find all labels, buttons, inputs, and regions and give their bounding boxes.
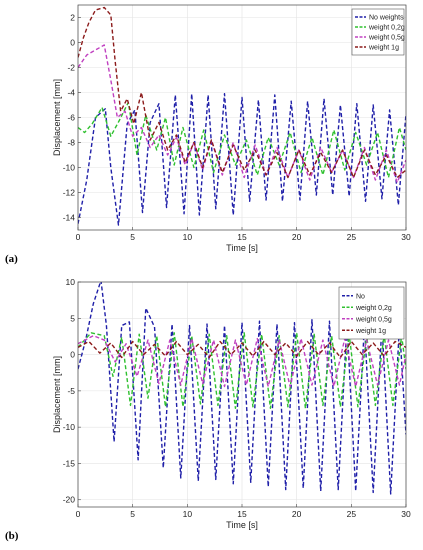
x-tick-label: 25 bbox=[347, 232, 357, 242]
legend-entry: weight 0,2g bbox=[368, 25, 405, 32]
series-line-1 bbox=[78, 282, 406, 495]
x-tick-label: 0 bbox=[76, 509, 81, 519]
y-tick-label: -10 bbox=[63, 422, 76, 432]
series-line-3 bbox=[78, 44, 406, 184]
x-tick-label: 0 bbox=[76, 232, 81, 242]
y-tick-label: -5 bbox=[67, 386, 75, 396]
y-tick-label: -15 bbox=[63, 458, 76, 468]
y-tick-label: 0 bbox=[70, 38, 75, 48]
y-tick-label: -20 bbox=[63, 495, 76, 505]
series-line-4 bbox=[78, 340, 406, 359]
y-tick-label: 0 bbox=[70, 350, 75, 360]
x-tick-label: 25 bbox=[347, 509, 357, 519]
y-tick-label: 10 bbox=[66, 277, 76, 287]
y-axis-label: Displacement [mm] bbox=[52, 79, 62, 156]
series-line-4 bbox=[78, 6, 406, 179]
x-tick-label: 30 bbox=[401, 509, 411, 519]
series-group bbox=[78, 6, 406, 226]
legend-entry: weight 1g bbox=[368, 45, 399, 52]
x-tick-label: 10 bbox=[183, 232, 193, 242]
legend-box bbox=[338, 286, 405, 340]
legend-entry: weight 1g bbox=[355, 328, 386, 335]
y-tick-label: -6 bbox=[67, 113, 75, 123]
legend-entry: weight 0,2g bbox=[355, 305, 392, 312]
legend-entry: weight 0,5g bbox=[368, 35, 405, 42]
legend-entry: No bbox=[356, 293, 365, 300]
x-tick-label: 30 bbox=[401, 232, 411, 242]
series-line-1 bbox=[78, 93, 406, 226]
y-tick-label: -4 bbox=[67, 88, 75, 98]
y-tick-label: -14 bbox=[63, 213, 76, 223]
legend: No weight 0,2g weight 0,5g weight 1g bbox=[338, 286, 405, 340]
x-axis-label: Time [s] bbox=[226, 520, 258, 530]
chart-b: 0 5 10 15 20 25 30 10 5 0 -5 -10 -15 -20 Time [s] Displ… bbox=[5, 277, 411, 542]
x-tick-label: 20 bbox=[292, 509, 302, 519]
y-axis-label: Displacement [mm] bbox=[52, 356, 62, 433]
x-tick-label: 5 bbox=[130, 509, 135, 519]
legend-entry: No weights bbox=[369, 15, 404, 22]
x-tick-label: 10 bbox=[183, 509, 193, 519]
x-axis-label: Time [s] bbox=[226, 243, 258, 253]
x-tick-label: 15 bbox=[237, 232, 247, 242]
y-tick-label: 5 bbox=[70, 313, 75, 323]
panel-label: (a) bbox=[5, 253, 18, 265]
y-tick-label: 2 bbox=[70, 13, 75, 23]
y-tick-label: -10 bbox=[63, 163, 76, 173]
panel-label: (b) bbox=[5, 530, 19, 542]
y-tick-label: -12 bbox=[63, 188, 76, 198]
x-tick-label: 20 bbox=[292, 232, 302, 242]
y-tick-label: -8 bbox=[67, 138, 75, 148]
x-tick-label: 5 bbox=[130, 232, 135, 242]
legend: No weights weight 0,2g weight 0,5g weight 1… bbox=[351, 8, 405, 56]
series-line-2 bbox=[78, 101, 406, 179]
series-group bbox=[78, 282, 406, 495]
legend-entry: weight 0,5g bbox=[355, 316, 392, 323]
x-tick-label: 15 bbox=[237, 509, 247, 519]
y-tick-label: -2 bbox=[67, 63, 75, 73]
series-line-2 bbox=[78, 332, 406, 409]
